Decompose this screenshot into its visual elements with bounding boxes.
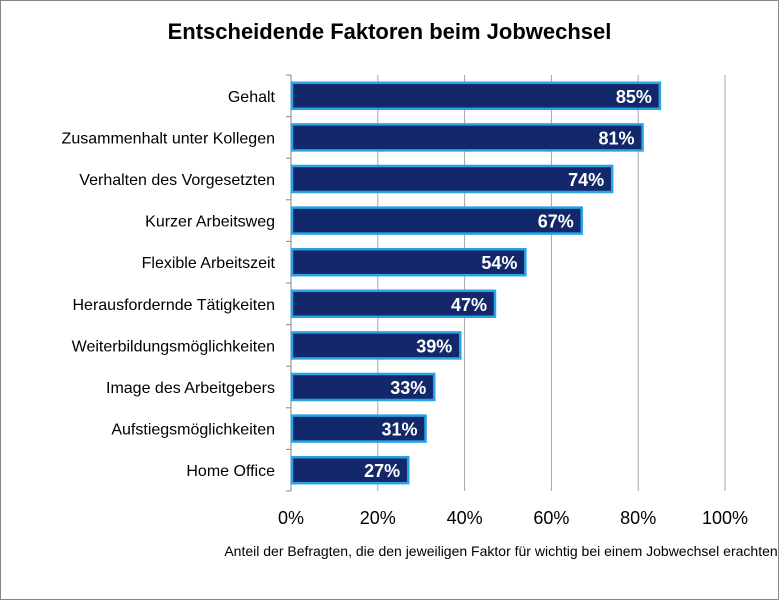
x-axis-label: Anteil der Befragten, die den jeweiligen… xyxy=(224,543,778,559)
x-tick-label: 20% xyxy=(360,508,396,528)
category-label: Verhalten des Vorgesetzten xyxy=(79,172,275,189)
bar xyxy=(290,247,527,277)
category-label: Aufstiegsmöglichkeiten xyxy=(111,422,275,439)
bar xyxy=(290,455,410,485)
bar xyxy=(290,289,497,319)
bar xyxy=(290,414,427,443)
data-label: 31% xyxy=(382,420,418,440)
bar xyxy=(290,331,462,360)
category-label: Kurzer Arbeitsweg xyxy=(145,214,275,231)
category-label: Zusammenhalt unter Kollegen xyxy=(62,130,275,147)
x-tick-label: 60% xyxy=(533,508,569,528)
category-label: Image des Arbeitgebers xyxy=(106,380,275,397)
category-label: Gehalt xyxy=(228,89,276,106)
bar xyxy=(290,206,584,235)
x-tick-label: 100% xyxy=(702,508,748,528)
data-label: 67% xyxy=(538,212,574,232)
data-label: 33% xyxy=(390,378,426,398)
bar xyxy=(290,81,662,111)
data-label: 81% xyxy=(599,128,635,148)
data-label: 85% xyxy=(616,87,652,107)
data-label: 39% xyxy=(416,336,452,356)
data-label: 54% xyxy=(481,253,517,273)
category-label: Home Office xyxy=(186,463,275,480)
bar xyxy=(290,164,614,194)
x-tick-label: 40% xyxy=(447,508,483,528)
category-label: Flexible Arbeitszeit xyxy=(142,255,276,272)
data-label: 27% xyxy=(364,461,400,481)
data-label: 74% xyxy=(568,170,604,190)
category-label: Weiterbildungsmöglichkeiten xyxy=(72,338,275,355)
x-tick-label: 80% xyxy=(620,508,656,528)
bar xyxy=(290,372,436,402)
data-label: 47% xyxy=(451,295,487,315)
chart-title: Entscheidende Faktoren beim Jobwechsel xyxy=(167,19,612,44)
category-label: Herausfordernde Tätigkeiten xyxy=(73,297,276,314)
bar xyxy=(290,123,644,152)
x-tick-label: 0% xyxy=(278,508,304,528)
